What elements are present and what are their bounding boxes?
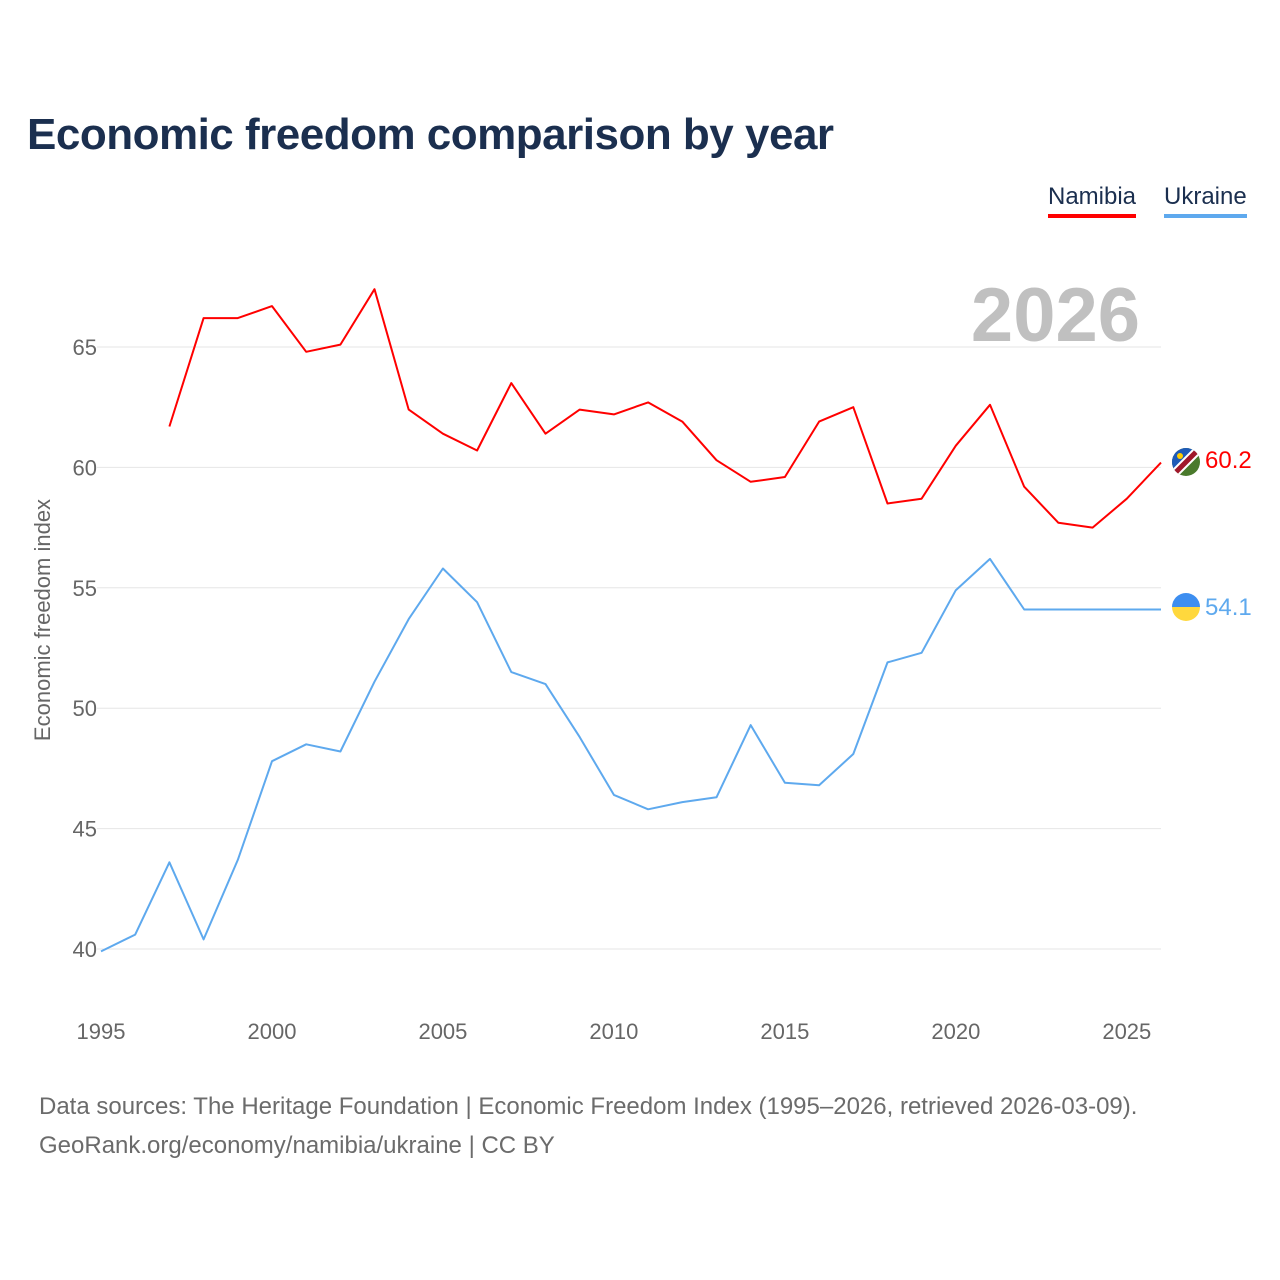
- y-tick-label: 60: [73, 455, 97, 480]
- series-line-namibia: [168, 288, 1162, 529]
- series-line-ukraine: [100, 557, 1161, 953]
- x-tick-label: 2020: [931, 1019, 980, 1044]
- y-tick-label: 55: [73, 576, 97, 601]
- namibia-end-label: 60.2: [1205, 447, 1252, 474]
- footer: Data sources: The Heritage Foundation | …: [39, 1087, 1137, 1165]
- ukraine-end-label: 54.1: [1205, 594, 1252, 621]
- legend-item-ukraine[interactable]: Ukraine: [1164, 183, 1247, 218]
- y-axis-label: Economic freedom index: [30, 499, 55, 741]
- legend-item-namibia[interactable]: Namibia: [1048, 183, 1137, 218]
- x-tick-label: 2010: [589, 1019, 638, 1044]
- x-tick-label: 1995: [77, 1019, 126, 1044]
- x-tick-label: 2015: [760, 1019, 809, 1044]
- ukraine-flag-icon: [1172, 593, 1200, 621]
- namibia-flag-icon: [1172, 448, 1200, 476]
- y-tick-label: 50: [73, 696, 97, 721]
- chart-title: Economic freedom comparison by year: [27, 110, 834, 159]
- y-tick-label: 65: [73, 335, 97, 360]
- y-tick-label: 40: [73, 937, 97, 962]
- footer-sources: Data sources: The Heritage Foundation | …: [39, 1093, 1138, 1120]
- x-tick-label: 2005: [418, 1019, 467, 1044]
- year-watermark: 2026: [971, 273, 1140, 358]
- footer-link[interactable]: GeoRank.org/economy/namibia/ukraine | CC…: [39, 1132, 555, 1159]
- x-tick-label: 2000: [247, 1019, 296, 1044]
- x-tick-label: 2025: [1102, 1019, 1151, 1044]
- y-tick-label: 45: [73, 817, 97, 842]
